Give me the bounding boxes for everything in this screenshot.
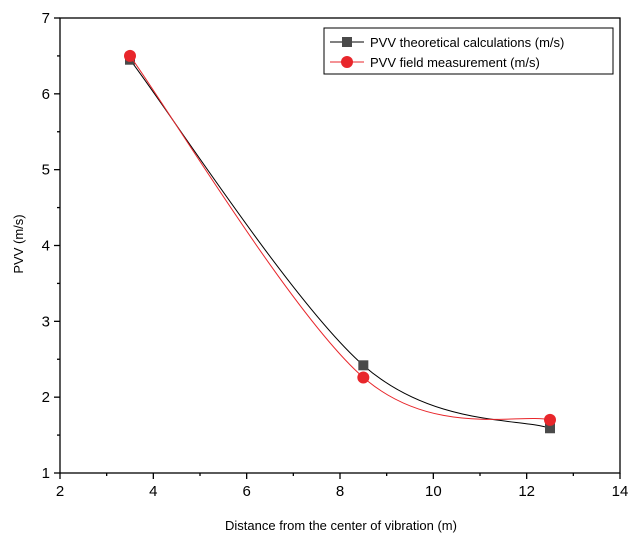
y-axis-title: PVV (m/s) [11,214,26,273]
series-layer [124,49,556,434]
y-tick-label: 4 [42,238,50,255]
y-tick-label: 2 [42,389,50,406]
legend-frame [323,27,614,75]
legend-marker-square [342,37,352,47]
legend-item-field: PVV field measurement (m/s) [330,55,540,70]
x-tick-label: 8 [336,483,344,500]
legend: PVV theoretical calculations (m/s) PVV f… [323,27,614,75]
x-tick-label: 14 [612,483,629,500]
series-line [129,59,551,429]
y-tick-label: 7 [42,10,50,27]
y-tick-label: 6 [42,86,50,103]
legend-marker-circle [341,56,353,68]
x-axis: 2 4 6 8 10 12 14 [56,473,629,500]
x-tick-label: 6 [242,483,250,500]
x-tick-label: 4 [149,483,157,500]
x-axis-title: Distance from the center of vibration (m… [225,518,457,533]
y-tick-label: 3 [42,313,50,330]
series-0 [125,54,555,434]
legend-item-theoretical: PVV theoretical calculations (m/s) [330,35,564,50]
x-tick-label: 12 [518,483,535,500]
y-tick-label: 1 [42,465,50,482]
y-tick-label: 5 [42,162,50,179]
data-point-circle [124,49,136,62]
legend-label-field: PVV field measurement (m/s) [370,55,540,70]
plot-frame [59,17,621,474]
series-1 [124,49,556,426]
x-tick-label: 10 [425,483,442,500]
data-point-square [358,360,369,371]
data-point-circle [544,413,556,426]
series-line [129,55,551,421]
data-point-circle [357,371,370,384]
x-tick-label: 2 [56,483,64,500]
data-point-square [545,423,555,434]
plot-area [59,17,621,474]
legend-label-theoretical: PVV theoretical calculations (m/s) [370,35,564,50]
y-axis: 1 2 3 4 5 6 7 [42,10,60,482]
